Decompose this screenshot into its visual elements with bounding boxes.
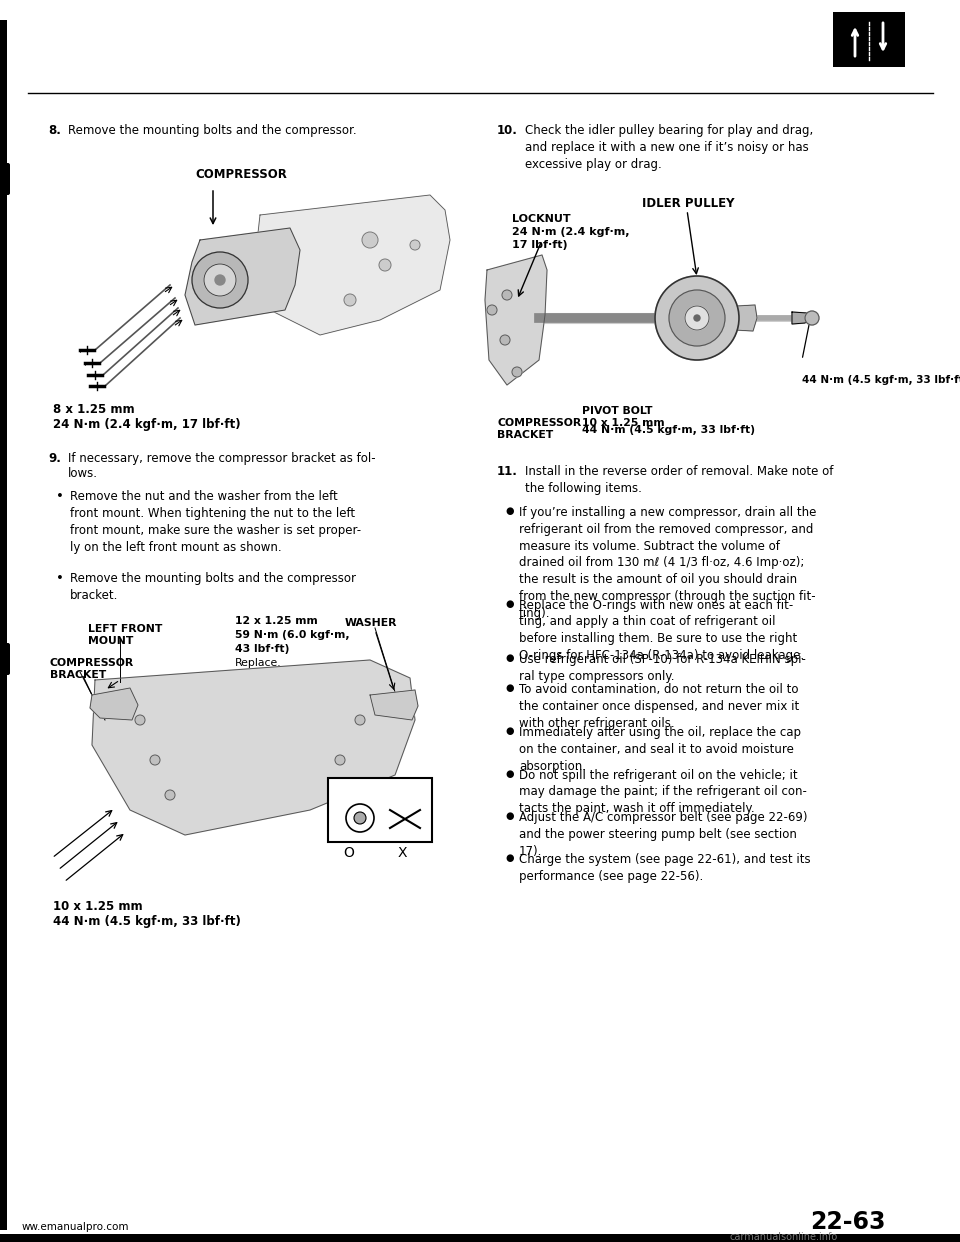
Text: If necessary, remove the compressor bracket as fol-
lows.: If necessary, remove the compressor brac… xyxy=(68,452,375,479)
Text: ●: ● xyxy=(505,653,514,663)
Text: COMPRESSOR: COMPRESSOR xyxy=(195,168,287,181)
Text: •: • xyxy=(56,491,64,503)
Circle shape xyxy=(150,755,160,765)
Text: 24 N·m (2.4 kgf·m, 17 lbf·ft): 24 N·m (2.4 kgf·m, 17 lbf·ft) xyxy=(53,419,241,431)
Text: IDLER PULLEY: IDLER PULLEY xyxy=(642,197,734,210)
Text: 8 x 1.25 mm: 8 x 1.25 mm xyxy=(53,402,134,416)
Text: 59 N·m (6.0 kgf·m,: 59 N·m (6.0 kgf·m, xyxy=(235,630,349,640)
Text: Immediately after using the oil, replace the cap
on the container, and seal it t: Immediately after using the oil, replace… xyxy=(519,727,801,773)
Text: Remove the mounting bolts and the compressor.: Remove the mounting bolts and the compre… xyxy=(68,124,356,137)
Polygon shape xyxy=(90,688,138,720)
Circle shape xyxy=(215,274,225,284)
Polygon shape xyxy=(370,691,418,720)
Text: LEFT FRONT
MOUNT: LEFT FRONT MOUNT xyxy=(88,623,162,646)
Text: Install in the reverse order of removal. Make note of
the following items.: Install in the reverse order of removal.… xyxy=(525,465,833,496)
Text: Check the idler pulley bearing for play and drag,
and replace it with a new one : Check the idler pulley bearing for play … xyxy=(525,124,813,171)
Text: Adjust the A/C compressor belt (see page 22-69)
and the power steering pump belt: Adjust the A/C compressor belt (see page… xyxy=(519,811,807,857)
Circle shape xyxy=(355,715,365,725)
Text: Remove the mounting bolts and the compressor
bracket.: Remove the mounting bolts and the compre… xyxy=(70,573,356,602)
Circle shape xyxy=(165,790,175,800)
Text: To avoid contamination, do not return the oil to
the container once dispensed, a: To avoid contamination, do not return th… xyxy=(519,683,800,730)
Circle shape xyxy=(362,232,378,248)
Text: ●: ● xyxy=(505,727,514,737)
Text: Charge the system (see page 22-61), and test its
performance (see page 22-56).: Charge the system (see page 22-61), and … xyxy=(519,853,810,883)
Text: 44 N·m (4.5 kgf·m, 33 lbf·ft): 44 N·m (4.5 kgf·m, 33 lbf·ft) xyxy=(802,375,960,385)
Text: COMPRESSOR
BRACKET: COMPRESSOR BRACKET xyxy=(497,419,581,441)
Text: 11.: 11. xyxy=(497,465,517,478)
Circle shape xyxy=(192,252,248,308)
Text: WASHER: WASHER xyxy=(345,619,397,628)
Circle shape xyxy=(694,315,700,320)
Text: 44 N·m (4.5 kgf·m, 33 lbf·ft): 44 N·m (4.5 kgf·m, 33 lbf·ft) xyxy=(53,915,241,928)
Circle shape xyxy=(502,289,512,301)
Text: PIVOT BOLT
10 x 1.25 mm: PIVOT BOLT 10 x 1.25 mm xyxy=(582,406,664,428)
Text: Replace.: Replace. xyxy=(235,658,281,668)
Text: Remove the nut and the washer from the left
front mount. When tightening the nut: Remove the nut and the washer from the l… xyxy=(70,491,361,554)
Text: 9.: 9. xyxy=(48,452,60,465)
Text: ●: ● xyxy=(505,811,514,821)
Text: Replace the O-rings with new ones at each fit-
ting, and apply a thin coat of re: Replace the O-rings with new ones at eac… xyxy=(519,599,804,662)
Text: Use refrigerant oil (SP-10) for R-134a KEIHIN spi-
ral type compressors only.: Use refrigerant oil (SP-10) for R-134a K… xyxy=(519,653,805,683)
Polygon shape xyxy=(255,195,450,335)
Circle shape xyxy=(669,289,725,347)
Circle shape xyxy=(655,276,739,360)
Text: carmanualsonline.info: carmanualsonline.info xyxy=(730,1232,838,1242)
Text: 10.: 10. xyxy=(497,124,517,137)
Text: O: O xyxy=(343,846,354,859)
Text: ●: ● xyxy=(505,769,514,779)
Text: ●: ● xyxy=(505,505,514,515)
Text: 22-63: 22-63 xyxy=(810,1210,885,1235)
Circle shape xyxy=(379,260,391,271)
FancyBboxPatch shape xyxy=(0,643,10,674)
Text: Do not spill the refrigerant oil on the vehicle; it
may damage the paint; if the: Do not spill the refrigerant oil on the … xyxy=(519,769,806,815)
Circle shape xyxy=(204,265,236,296)
Text: 8.: 8. xyxy=(48,124,60,137)
Circle shape xyxy=(335,755,345,765)
Bar xyxy=(0,20,7,1230)
Text: COMPRESSOR
BRACKET: COMPRESSOR BRACKET xyxy=(50,658,134,681)
Text: 12 x 1.25 mm: 12 x 1.25 mm xyxy=(235,616,318,626)
Polygon shape xyxy=(92,660,415,835)
Circle shape xyxy=(500,335,510,345)
Text: ●: ● xyxy=(505,683,514,693)
Circle shape xyxy=(344,294,356,306)
Circle shape xyxy=(135,715,145,725)
Text: 10 x 1.25 mm: 10 x 1.25 mm xyxy=(53,900,143,913)
Text: ●: ● xyxy=(505,853,514,863)
Polygon shape xyxy=(485,255,547,385)
Bar xyxy=(833,12,905,67)
Circle shape xyxy=(410,240,420,250)
Circle shape xyxy=(346,804,374,832)
Text: ww.emanualpro.com: ww.emanualpro.com xyxy=(22,1222,130,1232)
Bar xyxy=(0,1235,960,1242)
Polygon shape xyxy=(792,312,809,324)
Text: If you’re installing a new compressor, drain all the
refrigerant oil from the re: If you’re installing a new compressor, d… xyxy=(519,505,816,620)
Text: X: X xyxy=(398,846,407,859)
Circle shape xyxy=(512,366,522,378)
Text: 43 lbf·ft): 43 lbf·ft) xyxy=(235,645,289,655)
Circle shape xyxy=(487,306,497,315)
Text: ●: ● xyxy=(505,599,514,609)
Text: LOCKNUT
24 N·m (2.4 kgf·m,
17 lbf·ft): LOCKNUT 24 N·m (2.4 kgf·m, 17 lbf·ft) xyxy=(512,214,630,251)
Circle shape xyxy=(354,812,366,823)
FancyBboxPatch shape xyxy=(328,777,432,842)
FancyBboxPatch shape xyxy=(0,163,10,195)
Polygon shape xyxy=(735,306,757,332)
Polygon shape xyxy=(185,229,300,325)
Circle shape xyxy=(805,310,819,325)
Text: •: • xyxy=(56,573,64,585)
Circle shape xyxy=(685,306,709,330)
Text: 44 N·m (4.5 kgf·m, 33 lbf·ft): 44 N·m (4.5 kgf·m, 33 lbf·ft) xyxy=(582,425,755,435)
